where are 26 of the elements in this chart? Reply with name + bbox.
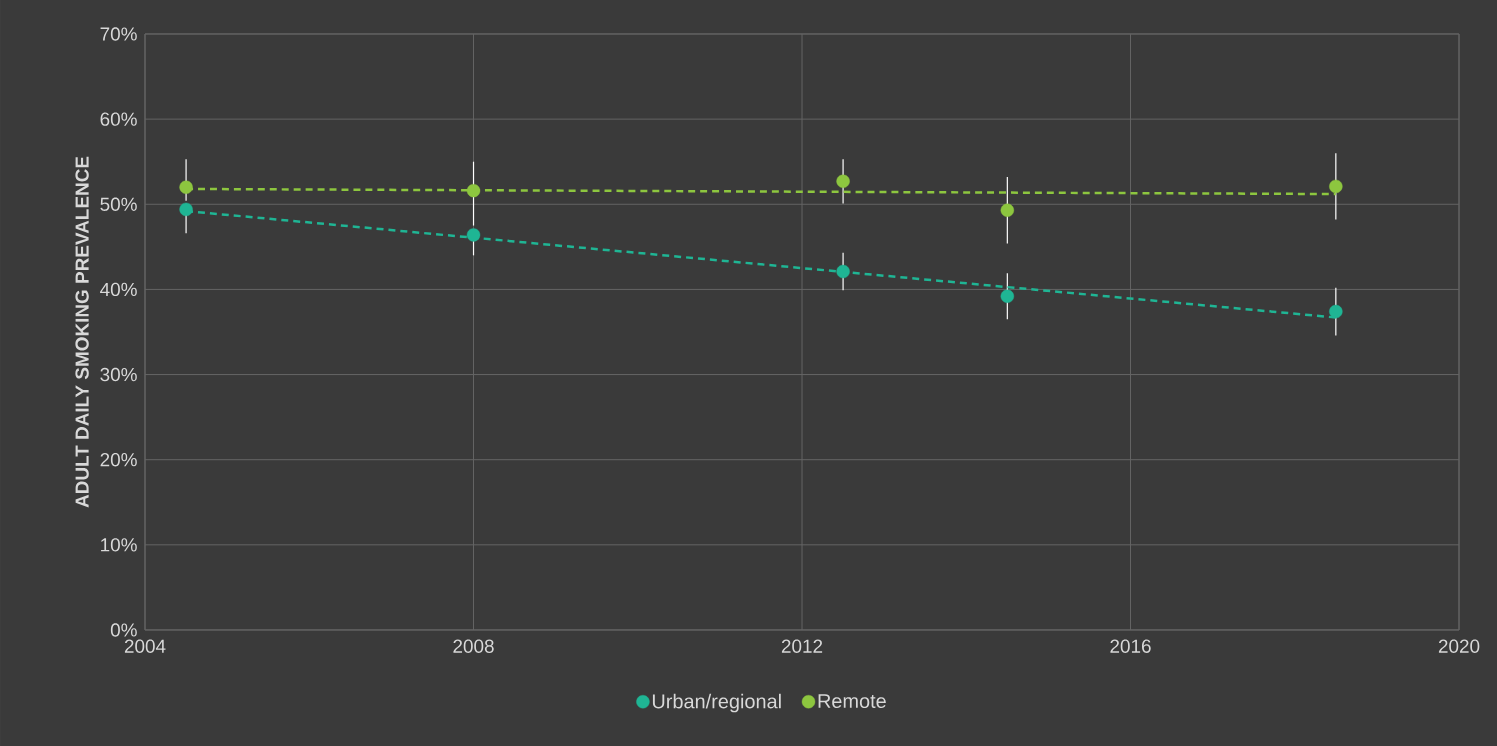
y-tick-label: 10% xyxy=(101,538,137,552)
x-tick-label: 2016 xyxy=(1110,639,1151,653)
point xyxy=(836,174,850,188)
point xyxy=(1000,289,1015,303)
point xyxy=(179,202,193,217)
point xyxy=(466,228,481,242)
y-tick-label: 50% xyxy=(100,197,137,211)
y-tick-label: 20% xyxy=(100,453,137,467)
point xyxy=(836,264,850,279)
x-tick-label: 2020 xyxy=(1438,639,1480,653)
point xyxy=(466,183,481,198)
y-axis-title: ADULT DAILY SMOKING PREVALENCE xyxy=(75,156,89,508)
y-tick-label: 40% xyxy=(100,282,137,297)
y-tick-label: 30% xyxy=(100,367,137,382)
legend-label: Urban/regional xyxy=(652,693,781,713)
point xyxy=(179,180,193,194)
point xyxy=(1000,203,1015,217)
legend-label: Remote xyxy=(818,694,886,709)
x-tick-label: 2012 xyxy=(781,639,823,653)
point xyxy=(1329,179,1343,194)
y-tick-label: 0% xyxy=(110,623,137,637)
x-tick-label: 2008 xyxy=(453,639,494,653)
y-tick-label: 70% xyxy=(100,27,137,41)
y-tick-label: 60% xyxy=(100,112,137,126)
point xyxy=(1329,304,1343,319)
x-tick-label: 2004 xyxy=(124,639,166,653)
